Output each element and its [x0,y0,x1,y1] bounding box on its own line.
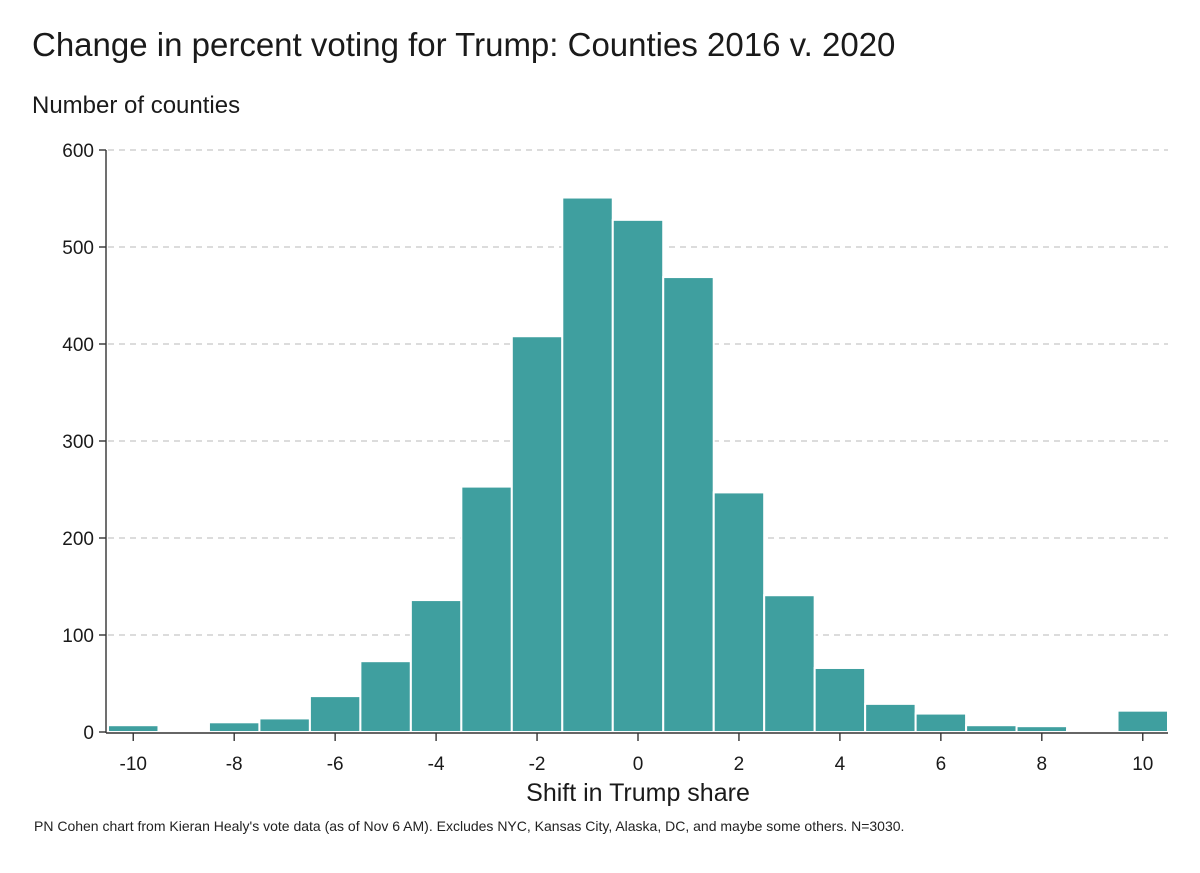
axes: 0 100 200 300 400 500 600 -10 -8 -6 -4 -2 0 2 4 6 8 10 [62,141,1168,775]
histogram-bar [157,729,210,733]
histogram-bar [763,594,816,733]
x-tick-label: 2 [734,754,745,775]
histogram-bar [965,724,1018,734]
histogram-bar [258,717,311,733]
histogram-bar [1015,725,1069,733]
x-tick-label: -2 [529,754,546,775]
histogram-bar [510,335,564,733]
y-tick-label: 0 [83,723,94,744]
histogram-bar [561,196,614,733]
histogram-bar [460,485,513,733]
y-tick-label: 500 [62,238,94,259]
y-tick-label: 400 [62,335,94,356]
x-axis-title: Shift in Trump share [526,779,750,807]
x-tick-label: 4 [835,754,846,775]
x-tick-label: -6 [327,754,344,775]
histogram-bar [611,218,665,733]
histogram-bar [409,599,463,734]
x-tick-label: 0 [633,754,644,775]
histogram-bar [107,724,160,734]
footnote: PN Cohen chart from Kieran Healy's vote … [34,818,905,834]
chart-title: Change in percent voting for Trump: Coun… [32,26,896,63]
x-tick-label: -4 [428,754,445,775]
histogram-bar [914,712,968,734]
histogram-bar [308,695,362,733]
y-tick-label: 100 [62,626,94,647]
histogram-bar [712,491,766,733]
y-tick-label: 300 [62,432,94,453]
y-tick-label: 200 [62,529,94,550]
histogram-bar [1066,729,1119,733]
histogram-bar [1116,709,1169,733]
x-tick-label: 6 [936,754,947,775]
histogram-bar [662,276,715,733]
histogram-bar [359,660,412,733]
histogram-bar [207,721,261,733]
y-axis-title: Number of counties [32,92,241,119]
x-tick-label: 10 [1132,754,1153,775]
y-tick-label: 600 [62,141,94,162]
x-tick-label: -8 [226,754,243,775]
histogram-bar [864,702,917,733]
x-tick-label: 8 [1037,754,1048,775]
x-tick-label: -10 [120,754,147,775]
bars [107,196,1169,734]
histogram-bar [813,666,867,733]
